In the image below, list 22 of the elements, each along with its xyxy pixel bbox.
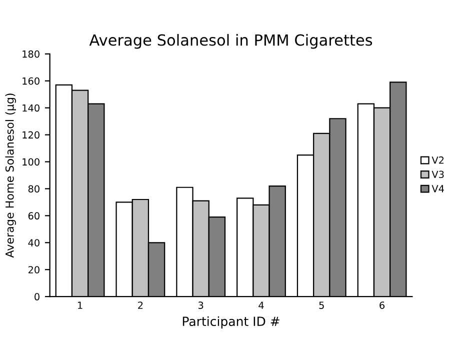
x-tick-label: 1 [78,302,82,309]
x-axis-title: Participant ID # [182,316,280,328]
x-tick-label: 2 [138,302,143,309]
y-tick-label: 20 [28,266,40,274]
y-tick-label: 180 [22,50,40,58]
y-tick-label: 60 [28,212,40,220]
legend-label: V3 [432,170,444,178]
y-axis-title: Average Home Solanesol (µg) [5,94,16,258]
y-tick-label: 40 [28,239,40,246]
legend-label: V4 [432,185,444,192]
y-tick-label: 120 [22,131,40,139]
y-tick-label: 80 [28,185,40,193]
y-tick-label: 0 [34,293,40,300]
y-tick-label: 140 [22,104,40,112]
x-tick-label: 5 [319,302,324,309]
chart-title: Average Solanesol in PMM Cigarettes [89,34,372,49]
x-tick-label: 6 [380,302,385,309]
x-tick-label: 4 [258,302,264,309]
legend-label: V2 [432,156,444,164]
y-tick-label: 160 [22,77,40,85]
x-tick-label: 3 [198,302,204,309]
y-tick-label: 100 [22,158,40,166]
